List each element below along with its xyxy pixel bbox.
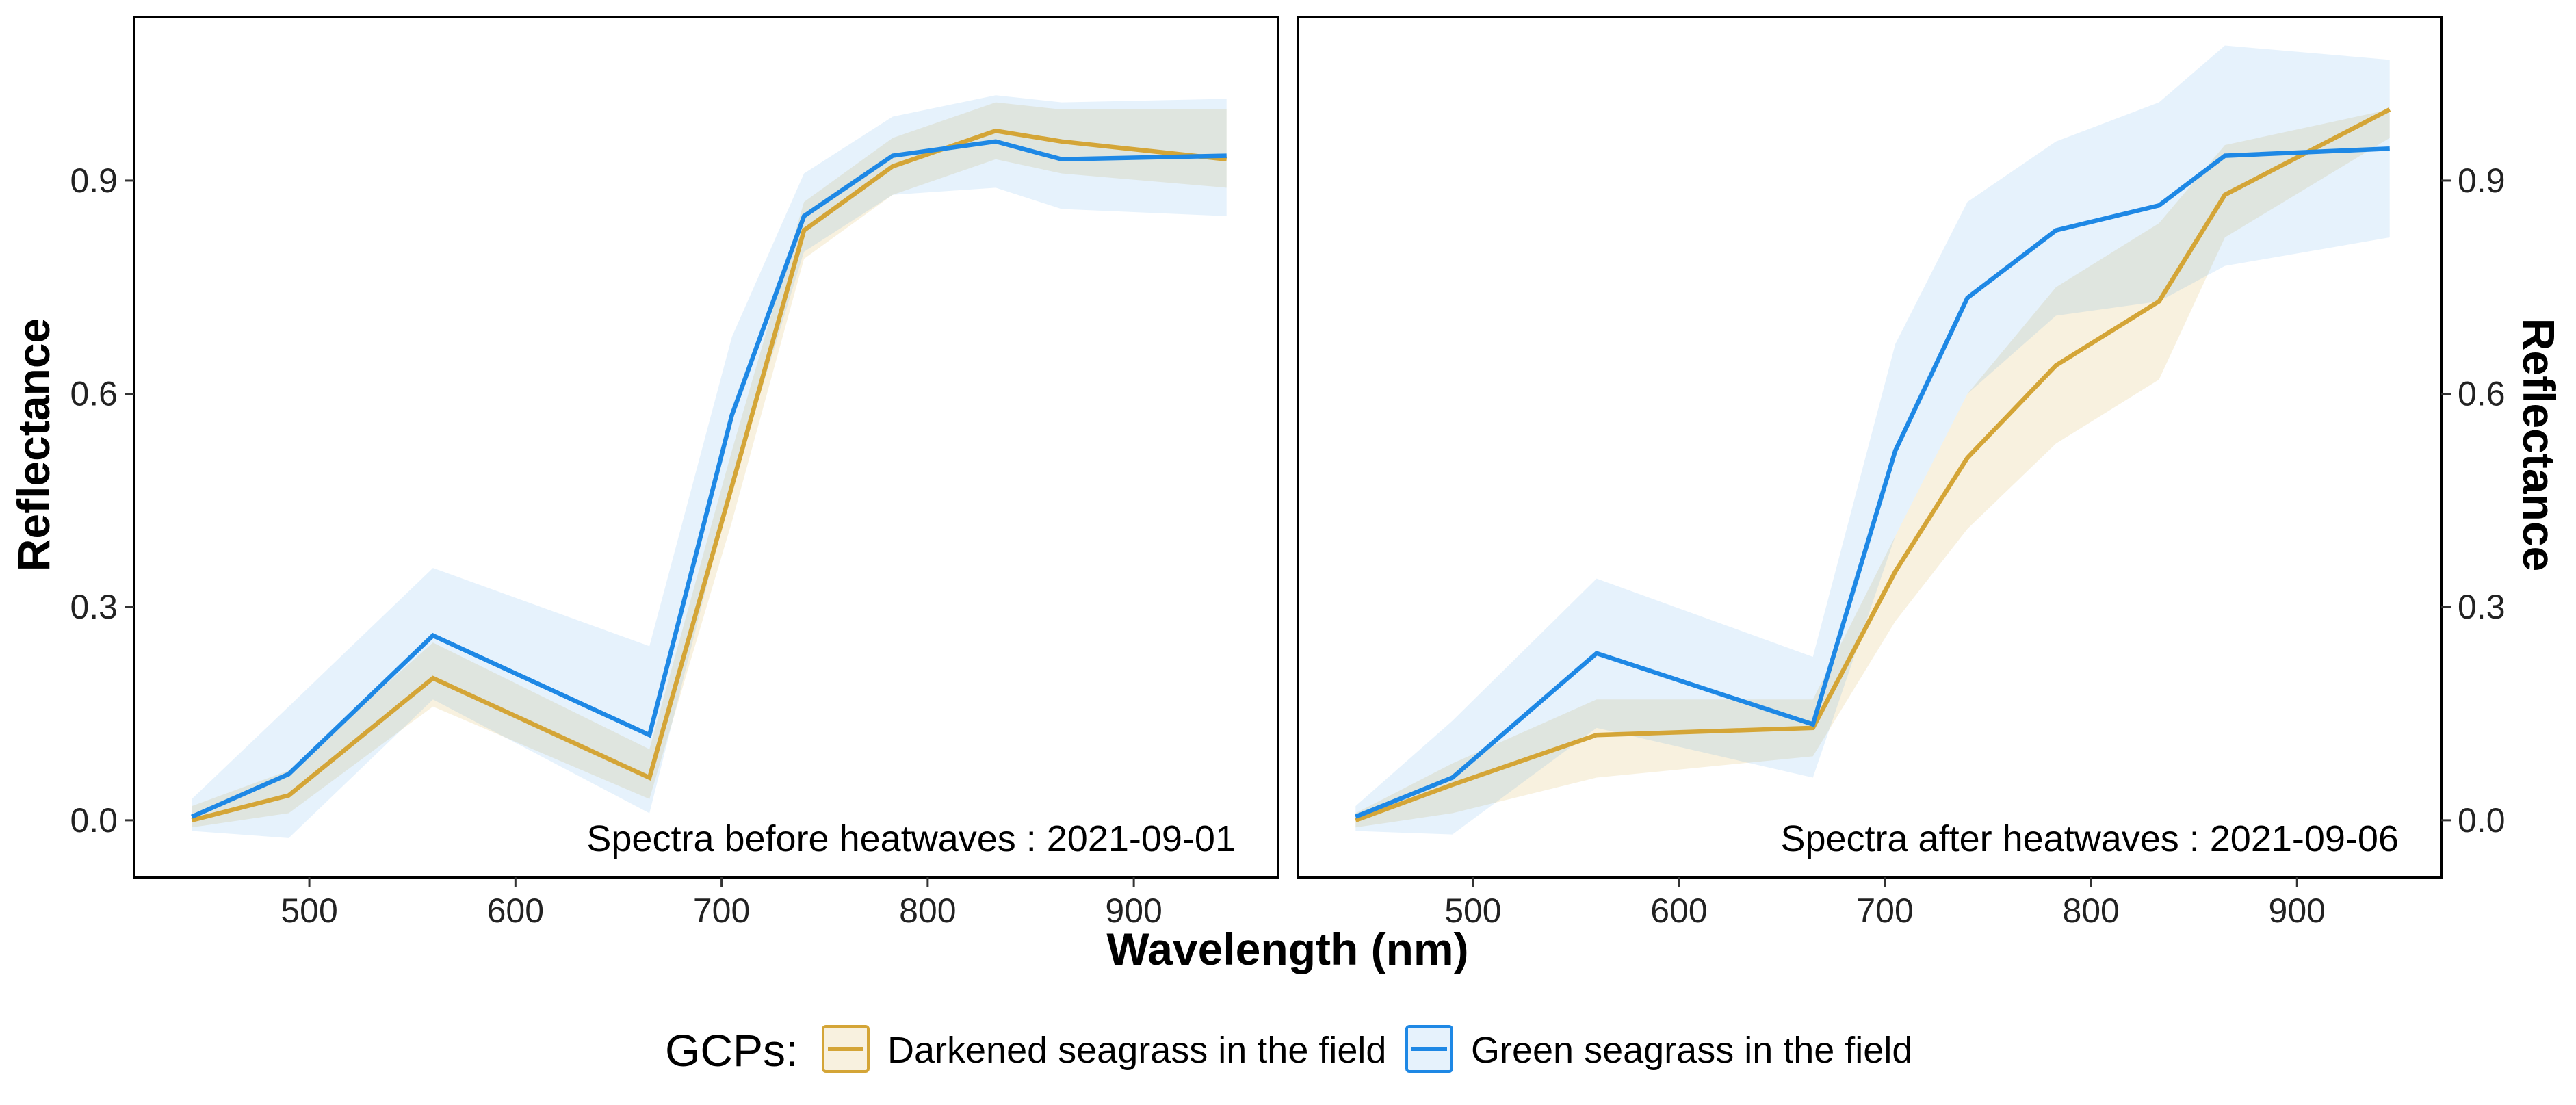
panel-after-heatwaves: 500 600 700 800 900 0.0 0.3 0.6 0.9 Spectra after… [1297,16,2506,930]
ribbon-darkened [1355,109,2390,828]
x-tick-label: 800 [899,892,956,930]
ribbon-green [1355,45,2390,835]
panel-border [133,16,1279,879]
y-tick-label: 0.0 [70,801,118,840]
legend-item-darkened: Darkened seagrass in the field [822,1025,1386,1073]
y-tick-label: 0.9 [70,161,118,200]
series-line-darkened [1355,107,2391,822]
legend: GCPs: Darkened seagrass in the field Gre… [665,1025,1912,1076]
x-tick-label: 700 [693,892,750,930]
y-tick-label: 0.3 [2458,588,2506,626]
panel-border [1297,16,2443,879]
x-axis-title: Wavelength (nm) [1106,924,1468,974]
y-tick-label: 0.0 [2458,801,2506,840]
ribbon-darkened [192,102,1227,828]
x-tick-label: 900 [1105,892,1162,930]
y-tick-label: 0.9 [2458,161,2506,200]
series-line-green [1355,146,2390,819]
y-axis-title-right: Reflectance [2514,318,2564,572]
x-tick-label: 900 [2269,892,2326,930]
series-line-darkened [191,128,1227,823]
y-axis-title-left: Reflectance [8,318,59,572]
x-tick-label: 700 [1856,892,1913,930]
panel-before-heatwaves: 500 600 700 800 900 0.0 0.3 0.6 0.9 Spectra befor… [70,16,1279,930]
x-tick-label: 500 [281,892,337,930]
legend-label-darkened: Darkened seagrass in the field [887,1030,1386,1071]
legend-title: GCPs: [665,1025,798,1076]
y-tick-label: 0.3 [70,588,118,626]
y-tick-label: 0.6 [70,375,118,413]
x-tick-label: 600 [1650,892,1707,930]
x-tick-label: 600 [487,892,544,930]
ribbon-green [192,95,1227,838]
legend-label-green: Green seagrass in the field [1471,1030,1912,1071]
y-tick-label: 0.6 [2458,375,2506,413]
series-line-green [191,139,1227,819]
x-tick-label: 800 [2062,892,2119,930]
x-tick-label: 500 [1444,892,1501,930]
panel-label: Spectra before heatwaves : 2021-09-01 [586,818,1236,859]
panel-label: Spectra after heatwaves : 2021-09-06 [1780,818,2399,859]
legend-item-green: Green seagrass in the field [1405,1025,1912,1073]
